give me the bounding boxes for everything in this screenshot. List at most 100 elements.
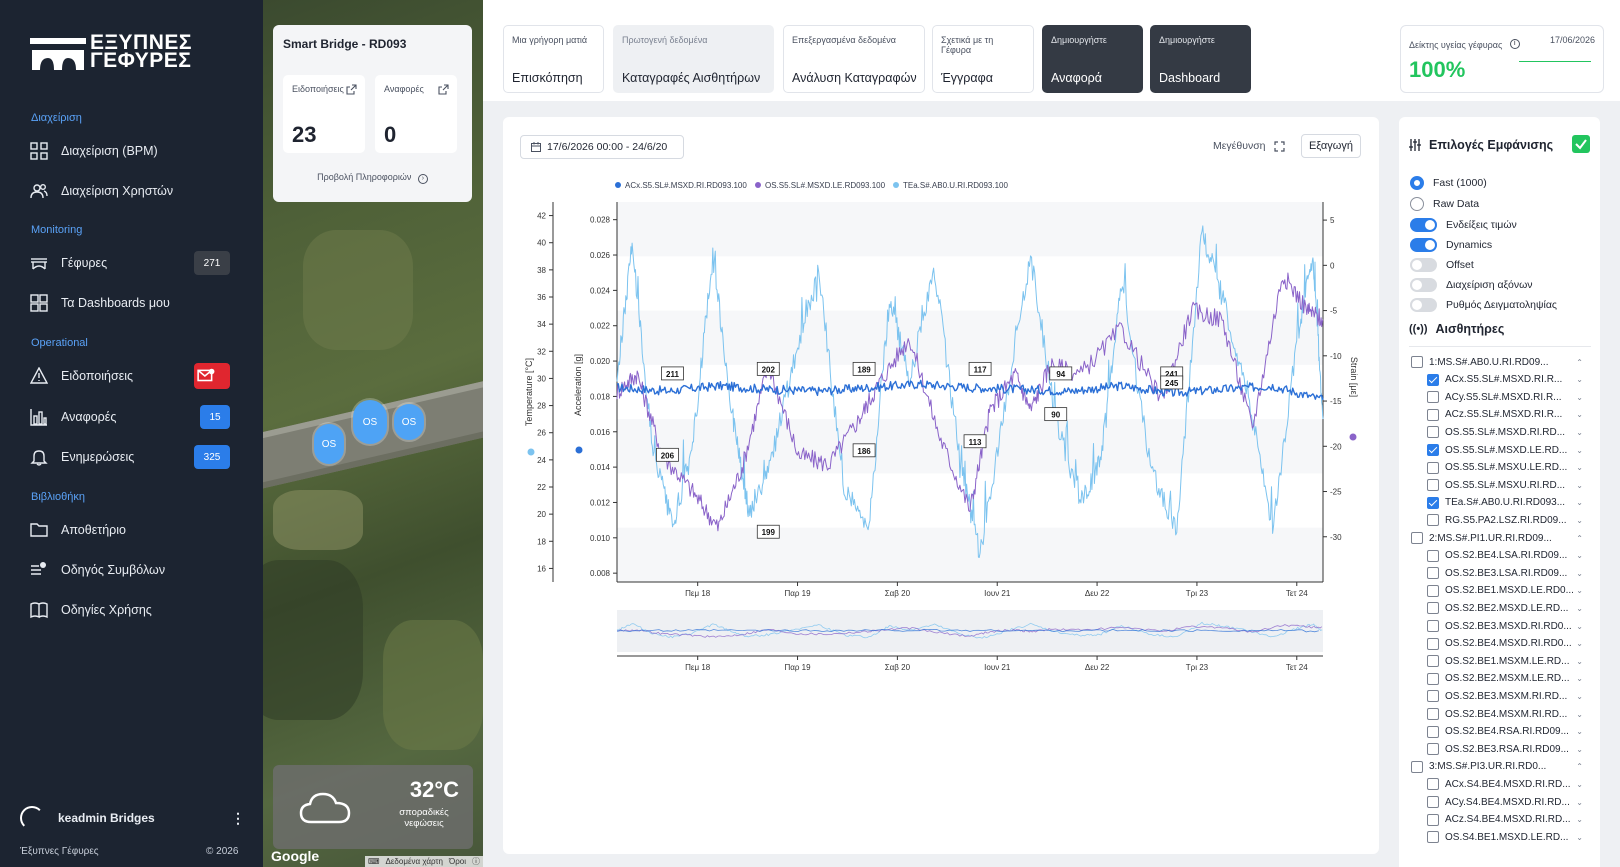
more-vertical-icon[interactable]: ⋮	[231, 809, 245, 826]
terms-link[interactable]: Όροι	[449, 857, 466, 866]
sidebar-item-updates[interactable]: Ενημερώσεις 325	[30, 444, 230, 470]
export-button[interactable]: Εξαγωγή	[1301, 134, 1361, 158]
checkbox[interactable]	[1427, 690, 1439, 703]
sensor-item[interactable]: ACz.S4.BE4.MSXD.RI.RD... ⌄	[1427, 812, 1591, 828]
sensor-group[interactable]: 1:MS.S#.AB0.U.RI.RD09... ⌃	[1411, 354, 1591, 370]
sensor-item[interactable]: OS.S2.BE3.LSA.RI.RD09... ⌄	[1427, 565, 1591, 581]
sensor-item[interactable]: ACy.S5.SL#.MSXD.RI.R... ⌄	[1427, 389, 1591, 405]
checkbox[interactable]	[1427, 461, 1439, 474]
chevron-down-icon[interactable]: ⌄	[1576, 603, 1583, 613]
checkbox[interactable]	[1427, 813, 1439, 826]
toggle-switch[interactable]	[1410, 278, 1437, 292]
chevron-down-icon[interactable]: ⌄	[1576, 797, 1583, 807]
sensor-item[interactable]: ACz.S5.SL#.MSXD.RI.R... ⌄	[1427, 407, 1591, 423]
zoom-button[interactable]: Μεγέθυνση	[1213, 140, 1285, 152]
sensor-item[interactable]: OS.S2.BE1.MSXD.LE.RD0... ⌄	[1427, 583, 1591, 599]
create-dashboard-button[interactable]: Δημιουργήστε Dashboard	[1150, 25, 1251, 93]
sensor-line-chart[interactable]: ACx.S5.SL#.MSXD.RI.RD093.100 OS.S5.SL#.MS…	[503, 172, 1379, 792]
sidebar-item-dashboards[interactable]: Τα Dashboards μου	[30, 290, 230, 316]
checkbox[interactable]	[1427, 637, 1439, 650]
tab-record-analysis[interactable]: Επεξεργασμένα δεδομένα Ανάλυση Καταγραφώ…	[783, 25, 925, 93]
map-data-link[interactable]: Δεδομένα χάρτη	[385, 857, 444, 866]
sensor-item[interactable]: TEa.S#.AB0.U.RI.RD093... ⌄	[1427, 495, 1591, 511]
sensor-item[interactable]: ACx.S4.BE4.MSXD.RI.RD... ⌄	[1427, 776, 1591, 792]
sensor-item[interactable]: OS.S5.SL#.MSXD.RI.RD... ⌄	[1427, 424, 1591, 440]
sensor-item[interactable]: OS.S2.BE3.MSXM.RI.RD... ⌄	[1427, 688, 1591, 704]
sidebar-item-bpm[interactable]: Διαχείριση (BPM)	[30, 138, 230, 164]
checkbox[interactable]	[1427, 549, 1439, 562]
checkbox[interactable]	[1427, 672, 1439, 685]
sensor-item[interactable]: OS.S4.BE1.MSXD.LE.RD... ⌄	[1427, 829, 1591, 845]
chevron-down-icon[interactable]: ⌄	[1576, 656, 1583, 666]
tab-sensor-records[interactable]: Πρωτογενή δεδομένα Καταγραφές Αισθητήρων	[613, 25, 774, 93]
app-logo[interactable]: ΕΞΥΠΝΕΣ ΓΕΦΥΡΕΣ	[30, 32, 191, 74]
checkbox[interactable]	[1427, 426, 1439, 439]
sensor-item[interactable]: OS.S5.SL#.MSXU.LE.RD... ⌄	[1427, 460, 1591, 476]
keyboard-icon[interactable]: ⌨	[367, 857, 380, 866]
chevron-up-icon[interactable]: ⌃	[1576, 533, 1583, 543]
sidebar-item-repository[interactable]: Αποθετήριο	[30, 517, 230, 543]
chevron-down-icon[interactable]: ⌄	[1576, 445, 1583, 455]
sensor-pin[interactable]: OS	[394, 404, 424, 440]
view-info-link[interactable]: Προβολή Πληροφοριών ›	[273, 172, 472, 184]
sensor-item[interactable]: OS.S2.BE3.RSA.RI.RD09... ⌄	[1427, 741, 1591, 757]
chevron-down-icon[interactable]: ⌄	[1576, 463, 1583, 473]
option-toggle[interactable]: Ενδείξεις τιμών	[1410, 217, 1517, 233]
checkbox[interactable]	[1427, 391, 1439, 404]
chevron-down-icon[interactable]: ⌄	[1576, 621, 1583, 631]
chevron-down-icon[interactable]: ⌄	[1576, 427, 1583, 437]
sensor-item[interactable]: OS.S2.BE4.MSXD.RI.RD0... ⌄	[1427, 636, 1591, 652]
checkbox[interactable]	[1427, 496, 1439, 509]
sidebar-item-bridges[interactable]: Γέφυρες 271	[30, 250, 230, 276]
chevron-down-icon[interactable]: ⌄	[1576, 410, 1583, 420]
checkbox[interactable]	[1427, 584, 1439, 597]
toggle-switch[interactable]	[1410, 258, 1437, 272]
checkbox[interactable]	[1427, 708, 1439, 720]
sensor-pin[interactable]: OS	[314, 424, 344, 464]
checkbox[interactable]	[1427, 479, 1439, 492]
sensor-item[interactable]: OS.S2.BE1.MSXM.LE.RD... ⌄	[1427, 653, 1591, 669]
tab-overview[interactable]: Μια γρήγορη ματιά Επισκόπηση	[503, 25, 604, 93]
date-range-picker[interactable]: 17/6/2026 00:00 - 24/6/20	[520, 135, 684, 159]
chevron-down-icon[interactable]: ⌄	[1576, 691, 1583, 701]
sensor-item[interactable]: OS.S2.BE2.MSXM.LE.RD... ⌄	[1427, 671, 1591, 687]
sensor-item[interactable]: RG.S5.PA2.LSZ.RI.RD09... ⌄	[1427, 512, 1591, 528]
radio-button[interactable]	[1410, 176, 1424, 190]
satellite-map[interactable]: OS OS OS Smart Bridge - RD093 Ειδοποιήσε…	[263, 0, 483, 867]
sensor-item[interactable]: OS.S2.BE3.MSXD.RI.RD0... ⌄	[1427, 618, 1591, 634]
chevron-down-icon[interactable]: ⌄	[1576, 551, 1583, 561]
option-toggle[interactable]: Ρυθμός Δειγματοληψίας	[1410, 297, 1557, 313]
checkbox[interactable]	[1427, 655, 1439, 668]
sensor-item[interactable]: OS.S2.BE4.MSXM.RI.RD... ⌄	[1427, 706, 1591, 722]
toggle-switch[interactable]	[1410, 238, 1437, 252]
checkbox[interactable]	[1427, 408, 1439, 421]
chevron-down-icon[interactable]: ⌄	[1576, 639, 1583, 649]
chevron-up-icon[interactable]: ⌃	[1576, 357, 1583, 367]
option-toggle[interactable]: Offset	[1410, 257, 1474, 273]
chevron-down-icon[interactable]: ⌄	[1576, 744, 1583, 754]
chevron-down-icon[interactable]: ⌄	[1576, 832, 1583, 842]
chevron-up-icon[interactable]: ⌃	[1576, 762, 1583, 772]
sensor-group[interactable]: 2:MS.S#.PI1.UR.RI.RD09... ⌃	[1411, 530, 1591, 546]
sidebar-item-user-guide[interactable]: Οδηγίες Χρήσης	[30, 597, 230, 623]
radio-button[interactable]	[1410, 197, 1424, 211]
reports-mini-card[interactable]: Αναφορές 0	[375, 75, 457, 153]
chevron-down-icon[interactable]: ⌄	[1576, 568, 1583, 578]
option-radio[interactable]: Raw Data	[1410, 196, 1479, 212]
chevron-down-icon[interactable]: ⌄	[1576, 515, 1583, 525]
tab-documents[interactable]: Σχετικά με τη Γέφυρα Έγγραφα	[932, 25, 1034, 93]
checkbox[interactable]	[1427, 725, 1439, 738]
option-toggle[interactable]: Διαχείριση αξόνων	[1410, 277, 1533, 293]
chevron-down-icon[interactable]: ⌄	[1576, 392, 1583, 402]
chevron-down-icon[interactable]: ⌄	[1576, 815, 1583, 825]
info-icon[interactable]: ⓘ	[472, 857, 480, 866]
checkbox[interactable]	[1427, 444, 1439, 456]
chevron-down-icon[interactable]: ⌄	[1576, 709, 1583, 719]
sensor-item[interactable]: OS.S2.BE4.LSA.RI.RD09... ⌄	[1427, 548, 1591, 564]
info-icon[interactable]: i	[1509, 38, 1520, 49]
checkbox[interactable]	[1427, 620, 1439, 632]
sidebar-item-users[interactable]: Διαχείριση Χρηστών	[30, 178, 230, 204]
sensor-item[interactable]: ACy.S4.BE4.MSXD.RI.RD... ⌄	[1427, 794, 1591, 810]
toggle-switch[interactable]	[1410, 218, 1437, 232]
checkbox[interactable]	[1427, 831, 1439, 844]
